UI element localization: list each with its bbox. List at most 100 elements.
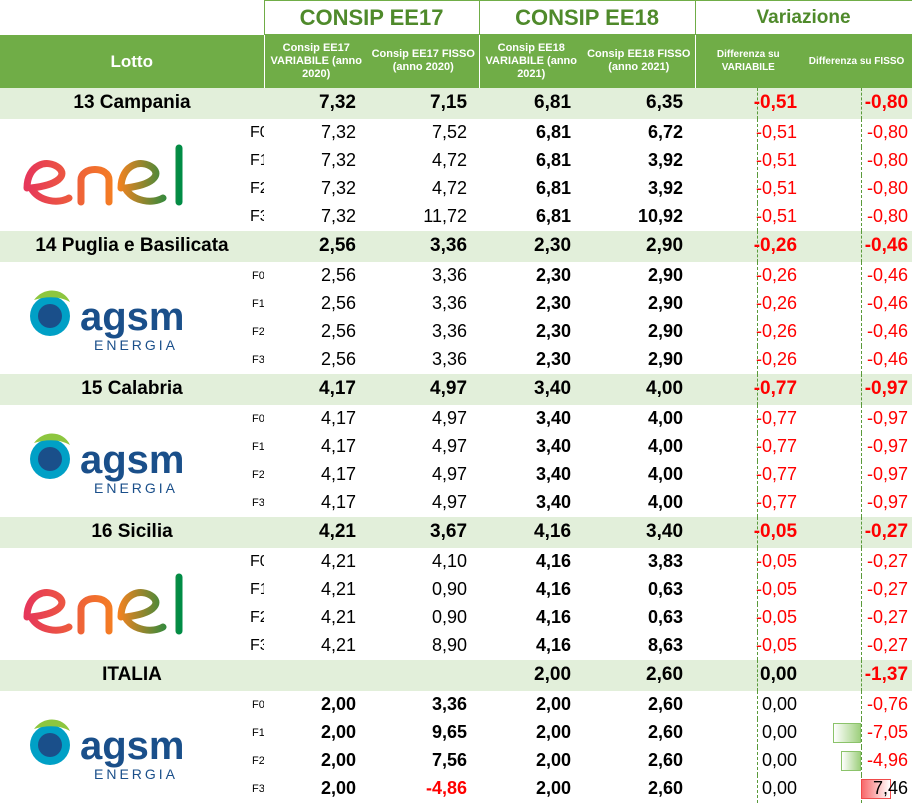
lotto-name: 13 Campania	[0, 87, 264, 119]
databar-axis	[861, 516, 863, 548]
diff-value: -0,27	[867, 579, 909, 599]
value-cell: 4,00	[647, 492, 684, 512]
diff-variable-cell: -0,26	[695, 317, 801, 346]
enel-logo	[0, 119, 248, 231]
diff-variable-cell: 0,00	[695, 659, 802, 691]
diff-value: -0,97	[867, 492, 909, 512]
diff-variable-cell: -0,05	[695, 575, 801, 604]
databar-axis	[861, 575, 863, 604]
value-cell: 7,32	[264, 87, 368, 119]
fascia-row: F0 4,21 4,10 4,16 3,83 -0,05 -0,27	[0, 547, 912, 634]
diff-variable-cell: -0,77	[695, 460, 801, 489]
fascia-label: F2	[250, 179, 264, 197]
value-cell: 4,16	[535, 579, 572, 599]
value-cell: 2,30	[535, 265, 572, 285]
fascia-row: F1 2,56 3,36 2,30 2,90 -0,26 -0,46	[0, 289, 912, 318]
databar-axis	[757, 261, 759, 290]
diff-variable-cell: -0,51	[695, 202, 801, 231]
fascia-label: F1	[252, 440, 264, 453]
diff-fixed-cell: -0,27	[801, 575, 912, 604]
diff-value: -0,51	[756, 150, 798, 170]
fascia-row: F3 4,17 4,97 3,40 4,00 -0,77 -0,97	[0, 488, 912, 517]
value-cell: 3,83	[647, 551, 684, 571]
diff-fixed-cell: -0,97	[801, 373, 912, 405]
ee17-title: CONSIP EE17	[263, 0, 480, 35]
agsm-logo-text: agsm	[80, 295, 185, 339]
value-cell: 0,63	[647, 607, 684, 627]
databar-axis	[861, 631, 863, 660]
value-cell: 2,90	[647, 265, 684, 285]
diff-value: -0,77	[756, 492, 798, 512]
fascia-row: F0 7,32 7,52 6,81 6,72 -0,51 -0,80	[0, 118, 912, 205]
value-cell: 6,81	[535, 122, 572, 142]
col-header-ee18-var: Consip EE18 VARIABILE (anno 2021)	[478, 34, 584, 88]
value-cell: 6,81	[479, 87, 584, 119]
value-cell: 4,72	[431, 178, 468, 198]
databar-axis	[757, 146, 759, 175]
value-cell: 4,21	[320, 551, 356, 571]
agsm-logo-text: agsm	[80, 438, 185, 482]
diff-value: -0,26	[756, 349, 798, 369]
value-cell: 4,00	[647, 464, 684, 484]
column-header-row: Lotto Consip EE17 VARIABILE (anno 2020) …	[0, 34, 912, 88]
diff-value: -0,05	[756, 607, 798, 627]
fascia-label: F3	[250, 636, 264, 654]
fascia-label: F2	[252, 754, 264, 767]
diff-value: -0,97	[867, 464, 909, 484]
diff-fixed-cell: -0,46	[801, 345, 912, 374]
diff-fixed-cell: -0,80	[801, 202, 912, 231]
databar-axis	[757, 345, 759, 374]
diff-variable-cell: 0,00	[695, 690, 801, 719]
diff-value: 0,00	[760, 664, 798, 685]
value-cell: 2,90	[647, 293, 684, 313]
fascia-label: F0	[252, 412, 264, 425]
diff-value: -0,77	[753, 378, 798, 399]
diff-variable-cell: -0,26	[695, 289, 801, 318]
value-cell: 4,16	[535, 607, 572, 627]
databar-axis	[757, 488, 759, 517]
diff-value: -0,46	[867, 265, 909, 285]
databar-axis	[757, 603, 759, 632]
fascia-row: F1 7,32 4,72 6,81 3,92 -0,51 -0,80	[0, 146, 912, 175]
fascia-row: F3 2,00 -4,86 2,00 2,60 0,00 7,46	[0, 774, 912, 803]
value-cell: 3,36	[431, 321, 468, 341]
value-cell: 2,30	[479, 230, 584, 262]
diff-value: -0,26	[756, 265, 798, 285]
diff-fixed-cell: -0,97	[801, 460, 912, 489]
value-cell: 2,00	[320, 694, 356, 714]
fascia-row: F1 2,00 9,65 2,00 2,60 0,00 -7,05	[0, 718, 912, 747]
value-cell: 4,16	[535, 635, 572, 655]
col-header-lotto: Lotto	[0, 34, 264, 88]
diff-variable-cell: -0,51	[695, 87, 802, 119]
value-cell: 3,36	[431, 694, 468, 714]
databar-axis	[861, 289, 863, 318]
databar-axis	[757, 718, 759, 747]
fascia-row: agsm ENERGIA F0 4,17 4,97 3,40 4,00 -0,77 -0,97	[0, 404, 912, 496]
value-cell: 3,36	[368, 230, 480, 262]
value-cell: 2,30	[535, 293, 572, 313]
fascia-row: F2 4,21 0,90 4,16 0,63 -0,05 -0,27	[0, 603, 912, 632]
value-cell: 2,90	[647, 321, 684, 341]
databar-axis	[861, 690, 863, 719]
value-cell: 2,90	[647, 349, 684, 369]
diff-variable-cell: -0,77	[695, 373, 802, 405]
lotto-summary-row: ITALIA 2,00 2,60 0,00 -1,37	[0, 659, 912, 691]
fascia-row: F1 4,21 0,90 4,16 0,63 -0,05 -0,27	[0, 575, 912, 604]
databar-axis	[861, 373, 863, 405]
diff-variable-cell: -0,51	[695, 146, 801, 175]
fascia-row: F2 2,00 7,56 2,00 2,60 0,00 -4,96	[0, 746, 912, 775]
diff-fixed-cell: -0,76	[801, 690, 912, 719]
value-cell: 10,92	[637, 206, 684, 226]
databar-axis	[861, 345, 863, 374]
databar-axis	[757, 547, 759, 576]
value-cell: 2,00	[479, 659, 584, 691]
col-header-ee18-fix: Consip EE18 FISSO (anno 2021)	[583, 34, 696, 88]
fascia-label: F1	[250, 580, 264, 598]
value-cell: 2,60	[647, 750, 684, 770]
fascia-label: F0	[252, 698, 264, 711]
value-cell: 0,63	[647, 579, 684, 599]
diff-value: -0,80	[867, 150, 909, 170]
diff-value: -0,97	[867, 408, 909, 428]
diff-fixed-cell: -0,27	[801, 603, 912, 632]
diff-value: -0,05	[753, 521, 798, 542]
